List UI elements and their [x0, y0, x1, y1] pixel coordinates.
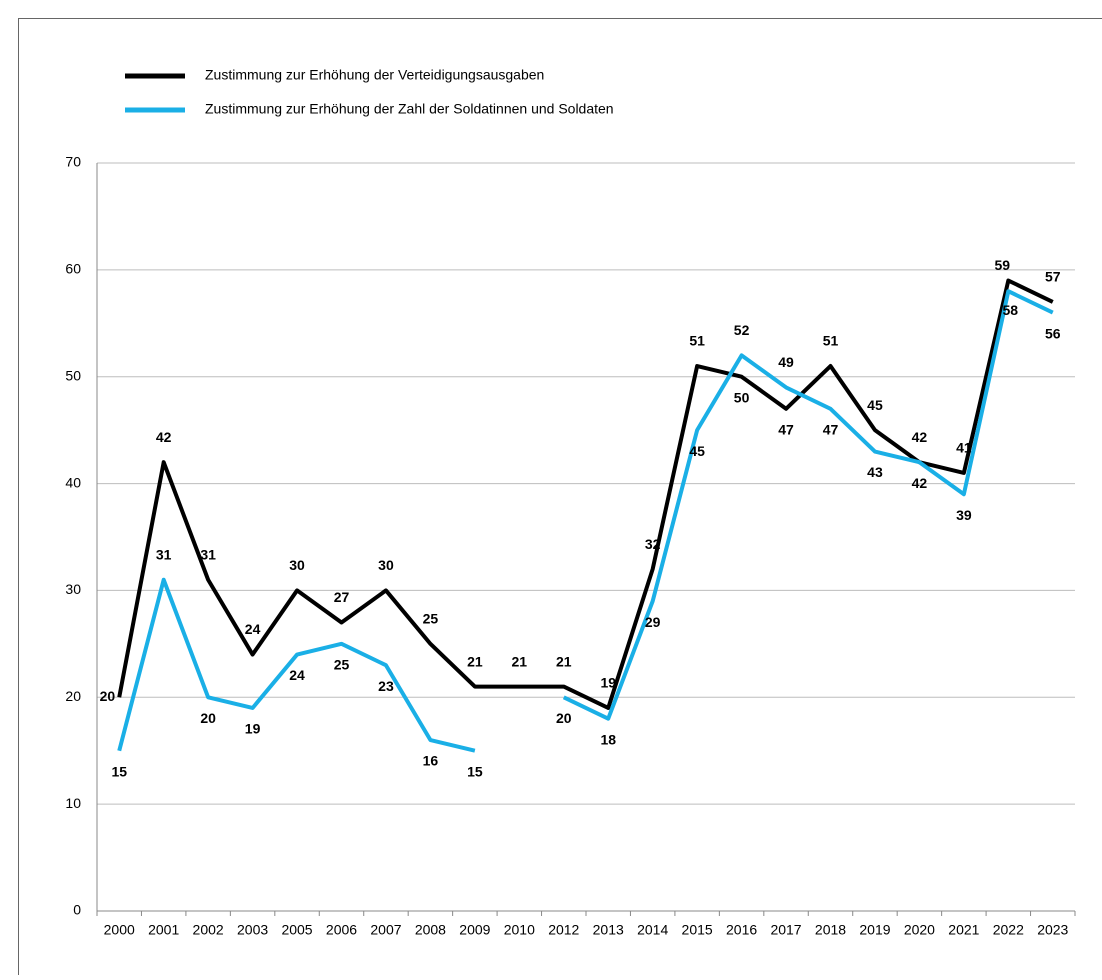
x-tick-label: 2017 [770, 922, 801, 938]
data-label: 52 [734, 322, 750, 338]
data-label: 39 [956, 507, 972, 523]
x-tick-label: 2018 [815, 922, 846, 938]
x-tick-label: 2016 [726, 922, 757, 938]
x-tick-label: 2000 [104, 922, 135, 938]
data-label: 25 [334, 657, 350, 673]
x-tick-label: 2019 [859, 922, 890, 938]
data-label: 18 [600, 731, 616, 747]
legend-label: Zustimmung zur Erhöhung der Zahl der Sol… [205, 101, 614, 117]
data-label: 24 [289, 667, 305, 683]
data-label: 56 [1045, 325, 1061, 341]
data-label: 30 [289, 557, 305, 573]
series-line [564, 291, 1053, 718]
data-label: 51 [689, 333, 705, 349]
series-line [119, 281, 1053, 708]
data-label: 51 [823, 333, 839, 349]
data-label: 21 [556, 653, 572, 669]
y-tick-label: 30 [65, 581, 81, 597]
data-label: 15 [111, 763, 127, 779]
x-tick-label: 2022 [993, 922, 1024, 938]
legend-label: Zustimmung zur Erhöhung der Verteidigung… [205, 67, 544, 83]
data-label: 42 [156, 429, 172, 445]
series-line [119, 580, 475, 751]
data-label: 25 [423, 611, 439, 627]
x-tick-label: 2002 [193, 922, 224, 938]
data-label: 47 [823, 421, 839, 437]
chart-frame [19, 19, 1102, 976]
x-tick-label: 2014 [637, 922, 668, 938]
y-tick-label: 0 [73, 902, 81, 918]
data-label: 42 [912, 429, 928, 445]
y-tick-label: 10 [65, 795, 81, 811]
data-label: 23 [378, 678, 394, 694]
x-tick-label: 2021 [948, 922, 979, 938]
x-tick-label: 2020 [904, 922, 935, 938]
y-tick-label: 70 [65, 154, 81, 170]
data-label: 27 [334, 589, 350, 605]
data-label: 41 [956, 440, 972, 456]
x-tick-label: 2023 [1037, 922, 1068, 938]
data-label: 24 [245, 621, 261, 637]
x-tick-label: 2003 [237, 922, 268, 938]
data-label: 16 [423, 753, 439, 769]
x-tick-label: 2005 [281, 922, 312, 938]
data-label: 19 [600, 675, 616, 691]
data-label: 59 [995, 257, 1011, 273]
data-label: 20 [556, 710, 572, 726]
x-tick-label: 2001 [148, 922, 179, 938]
data-label: 58 [1003, 302, 1019, 318]
data-label: 29 [645, 614, 661, 630]
x-tick-label: 2008 [415, 922, 446, 938]
data-label: 20 [100, 688, 116, 704]
data-label: 45 [867, 397, 883, 413]
data-label: 30 [378, 557, 394, 573]
data-label: 21 [512, 653, 528, 669]
data-label: 42 [912, 475, 928, 491]
x-tick-label: 2007 [370, 922, 401, 938]
x-tick-label: 2012 [548, 922, 579, 938]
y-tick-label: 20 [65, 688, 81, 704]
x-tick-label: 2015 [682, 922, 713, 938]
data-label: 20 [200, 710, 216, 726]
x-tick-label: 2006 [326, 922, 357, 938]
data-label: 31 [156, 546, 172, 562]
data-label: 45 [689, 443, 705, 459]
x-tick-label: 2009 [459, 922, 490, 938]
data-label: 21 [467, 653, 483, 669]
y-tick-label: 40 [65, 474, 81, 490]
x-tick-label: 2010 [504, 922, 535, 938]
y-tick-label: 60 [65, 261, 81, 277]
data-label: 31 [200, 546, 216, 562]
data-label: 50 [734, 389, 750, 405]
data-label: 19 [245, 721, 261, 737]
x-tick-label: 2013 [593, 922, 624, 938]
data-label: 15 [467, 763, 483, 779]
data-label: 47 [778, 421, 794, 437]
data-label: 32 [645, 536, 661, 552]
data-label: 57 [1045, 269, 1061, 285]
y-tick-label: 50 [65, 367, 81, 383]
data-label: 49 [778, 354, 794, 370]
data-label: 43 [867, 464, 883, 480]
